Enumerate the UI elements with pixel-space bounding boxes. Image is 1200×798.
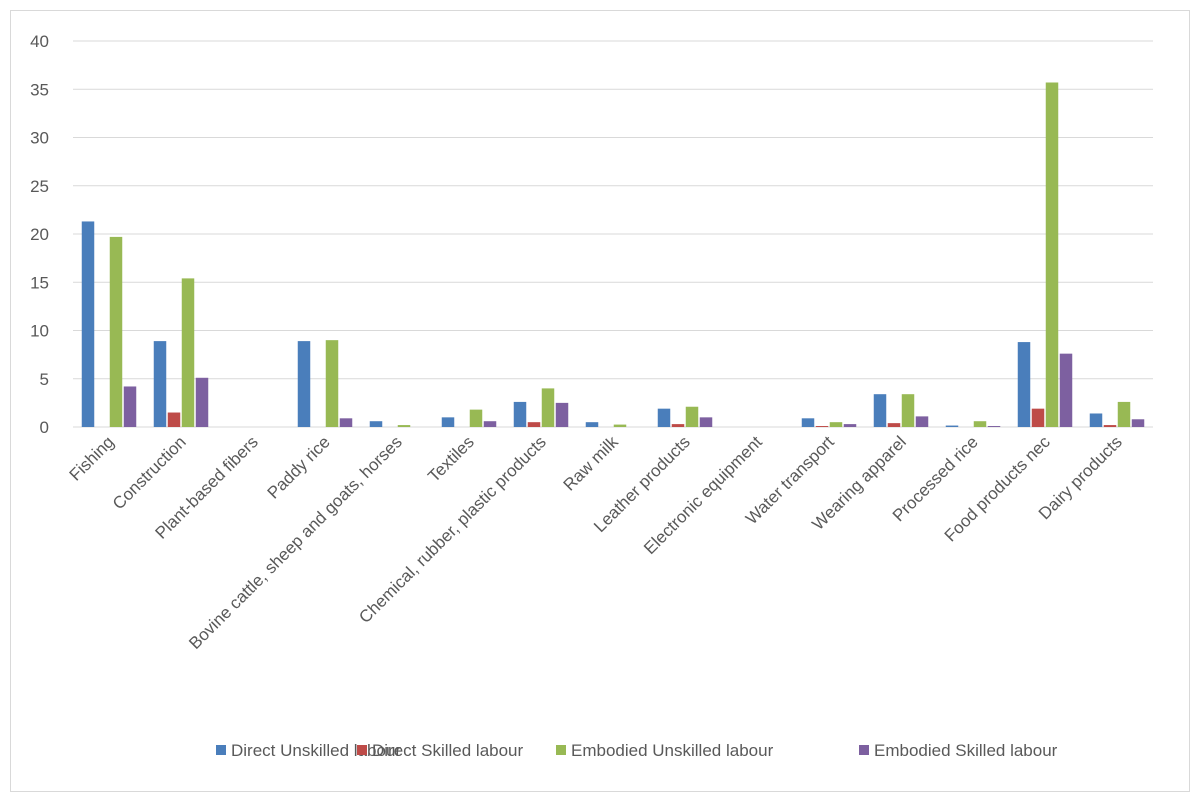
bar: [1045, 82, 1059, 428]
x-category-label: Fishing: [66, 432, 118, 484]
bar: [945, 425, 959, 427]
gridlines: [73, 40, 1153, 428]
bar: [843, 424, 857, 427]
bar: [541, 388, 555, 427]
y-tick-label: 20: [30, 225, 49, 244]
bar: [369, 421, 383, 427]
bar: [441, 417, 455, 427]
bar: [181, 278, 195, 427]
bar: [657, 408, 671, 427]
y-tick-label: 15: [30, 273, 49, 292]
bar: [527, 422, 541, 427]
bar: [901, 394, 915, 427]
bar: [685, 406, 699, 427]
bar: [81, 221, 95, 427]
bar: [109, 236, 123, 427]
bar: [483, 421, 497, 427]
bar: [123, 386, 137, 427]
legend-swatch: [357, 745, 367, 755]
bar: [167, 412, 181, 427]
bar: [1131, 419, 1145, 427]
y-tick-label: 40: [30, 32, 49, 51]
bar: [873, 394, 887, 427]
bars: [81, 82, 1145, 428]
y-axis-ticks: 0 5 10 15 20 25 30 35 40: [30, 32, 49, 437]
y-tick-label: 5: [40, 370, 49, 389]
bar: [585, 422, 599, 427]
x-category-label: Construction: [109, 432, 190, 513]
bar: [699, 417, 713, 427]
bar: [1059, 353, 1073, 427]
x-category-label: Electronic equipment: [640, 432, 766, 558]
bar: [195, 377, 209, 427]
bar: [671, 424, 685, 427]
bar-chart: 0 5 10 15 20 25 30 35 40 FishingConstructionPlan…: [30, 32, 1153, 760]
y-tick-label: 25: [30, 177, 49, 196]
bar: [1103, 425, 1117, 427]
bar: [801, 418, 815, 427]
y-tick-label: 35: [30, 80, 49, 99]
y-tick-label: 30: [30, 129, 49, 148]
legend-swatch: [859, 745, 869, 755]
legend-label: Embodied Unskilled labour: [571, 741, 774, 760]
bar: [915, 416, 929, 427]
legend-label: Embodied Skilled labour: [874, 741, 1058, 760]
bar: [397, 425, 411, 427]
bar: [325, 340, 339, 427]
y-tick-label: 10: [30, 322, 49, 341]
bar: [1017, 342, 1031, 427]
bar: [613, 424, 627, 427]
bar: [513, 401, 527, 427]
y-tick-label: 0: [40, 418, 49, 437]
x-category-label: Textiles: [424, 432, 478, 486]
bar: [339, 418, 353, 427]
bar: [829, 422, 843, 427]
bar: [1031, 408, 1045, 427]
x-category-label: Raw milk: [560, 432, 623, 495]
bar: [815, 426, 829, 427]
legend-swatch: [556, 745, 566, 755]
x-category-label: Paddy rice: [264, 432, 334, 502]
bar: [555, 402, 569, 427]
bar: [297, 341, 311, 427]
bar: [1089, 413, 1103, 427]
legend-label: Direct Skilled labour: [372, 741, 524, 760]
bar: [987, 426, 1001, 427]
legend-swatch: [216, 745, 226, 755]
bar: [973, 421, 987, 427]
chart-frame: 0 5 10 15 20 25 30 35 40 Fishing Construction Plan…: [10, 10, 1190, 792]
bar: [1117, 401, 1131, 427]
bar: [153, 341, 167, 427]
bar: [887, 423, 901, 427]
bar: [469, 409, 483, 427]
